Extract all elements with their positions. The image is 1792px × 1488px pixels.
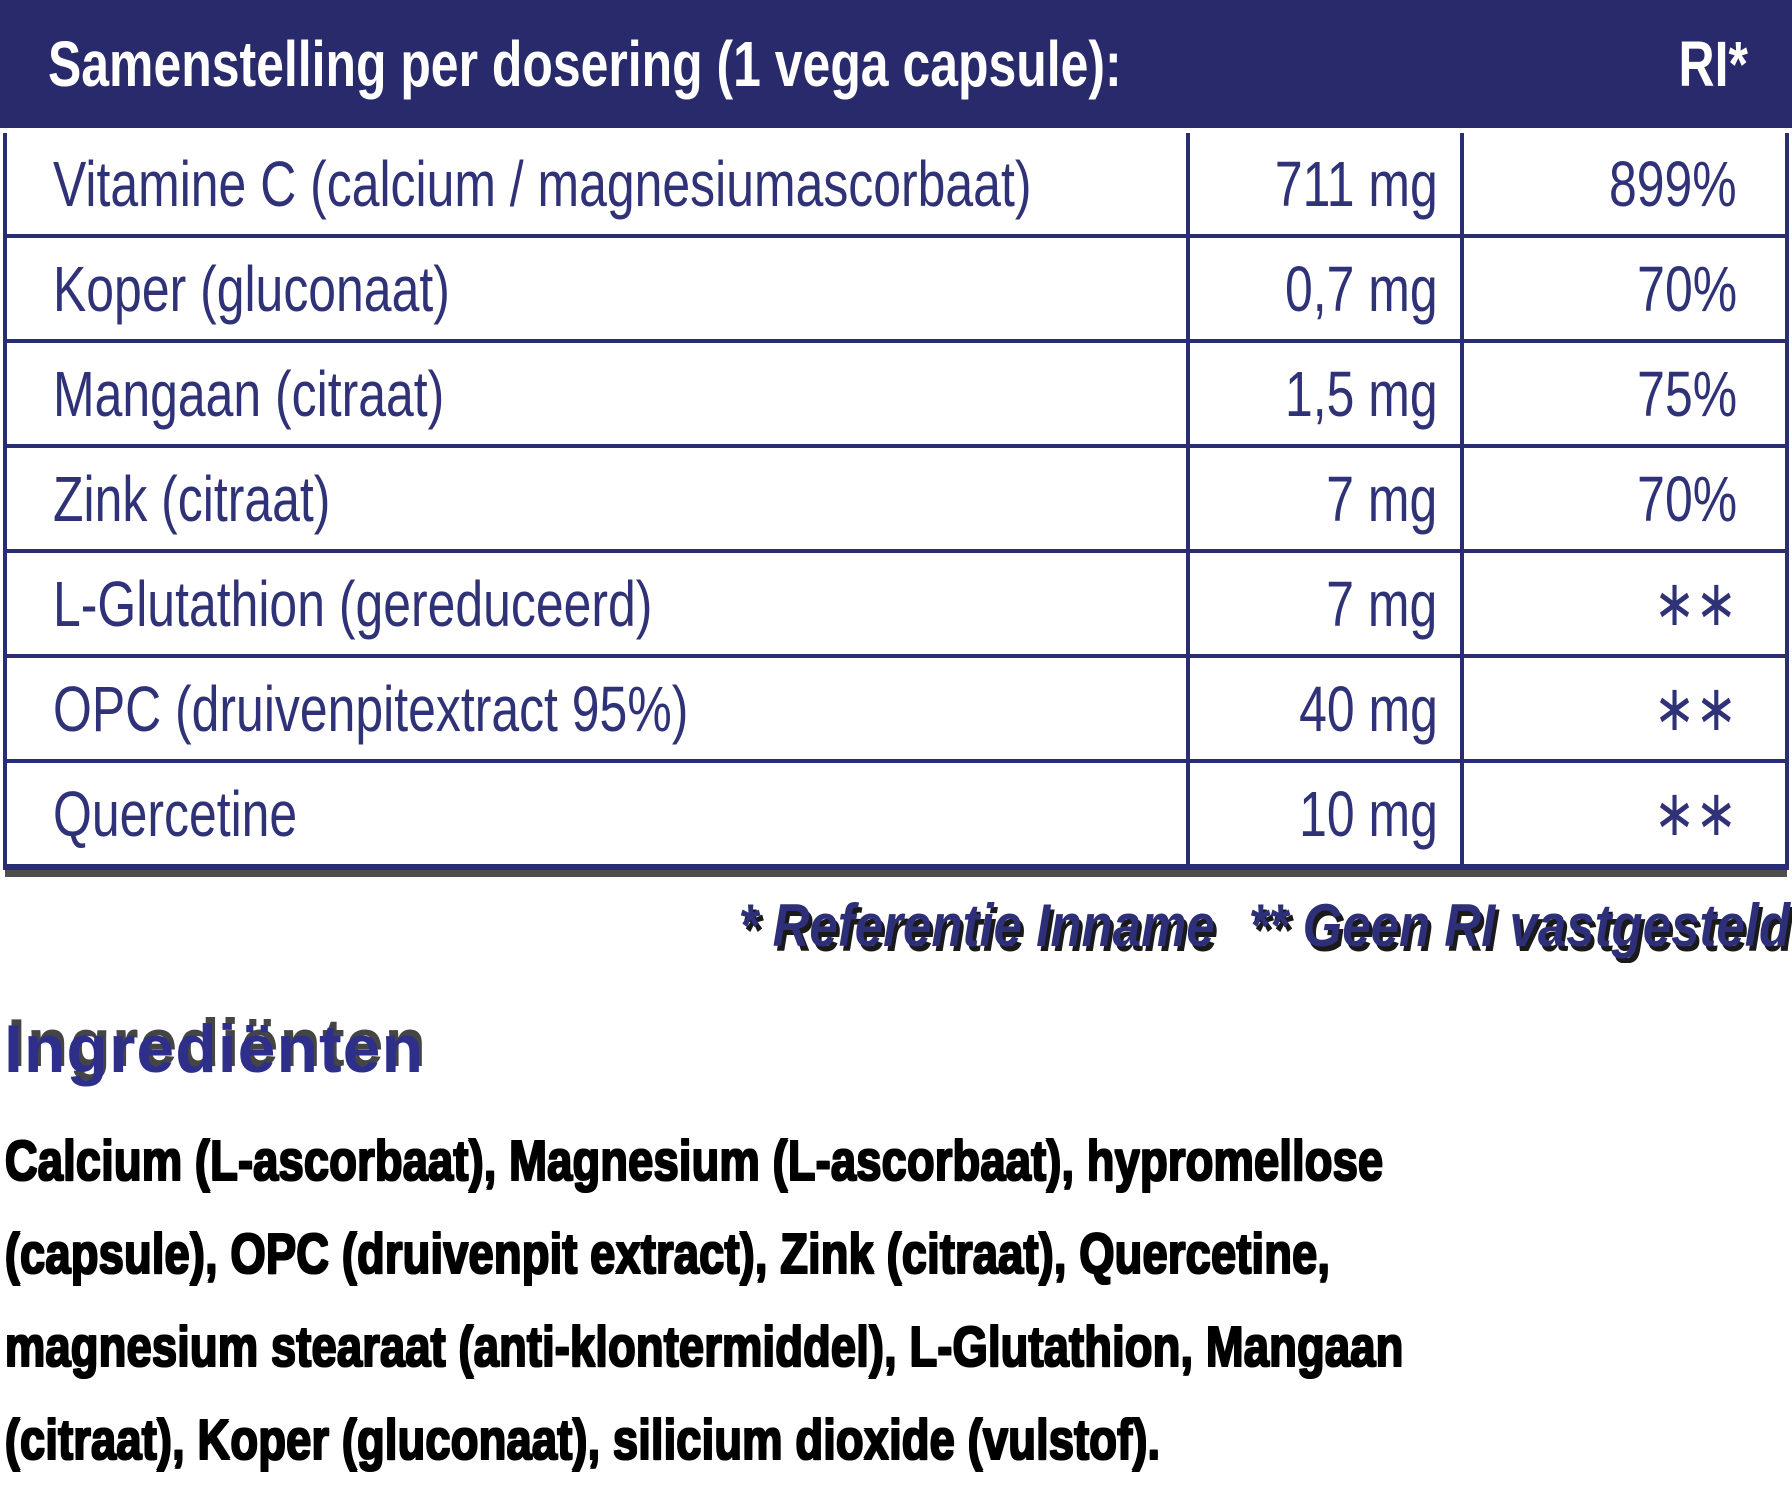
composition-table: Vitamine C (calcium / magnesiumascorbaat… xyxy=(3,133,1789,870)
footnote-reference-intake: * Referentie Inname xyxy=(738,892,1215,959)
footnote-no-ri: ** Geen RI vastgesteld xyxy=(1248,892,1790,959)
ingredient-ri: 70% xyxy=(1637,462,1737,535)
table-row: Zink (citraat) 7 mg 70% xyxy=(7,444,1785,549)
ingredient-name: Mangaan (citraat) xyxy=(53,357,445,430)
ingredient-amount: 1,5 mg xyxy=(1284,357,1438,430)
ingredient-amount: 40 mg xyxy=(1298,672,1438,745)
ingredients-line: magnesium stearaat (anti-klontermiddel),… xyxy=(4,1314,1403,1378)
ingredients-line: Calcium (L-ascorbaat), Magnesium (L-asco… xyxy=(4,1128,1383,1192)
ingredient-amount: 0,7 mg xyxy=(1284,252,1438,325)
ingredient-name: L-Glutathion (gereduceerd) xyxy=(53,567,653,640)
ingredient-ri: 75% xyxy=(1637,357,1737,430)
ingredients-paragraph: Calcium (L-ascorbaat), Magnesium (L-asco… xyxy=(4,1114,1792,1486)
ingredient-ri: ∗∗ xyxy=(1653,672,1737,744)
ingredient-ri: ∗∗ xyxy=(1653,777,1737,849)
footnotes: * Referentie Inname ** Geen RI vastgestel… xyxy=(0,894,1792,958)
ingredient-amount: 711 mg xyxy=(1274,147,1438,220)
ingredient-ri: 899% xyxy=(1609,147,1737,220)
table-row: OPC (druivenpitextract 95%) 40 mg ∗∗ xyxy=(7,654,1785,759)
ingredient-name: Zink (citraat) xyxy=(53,462,331,535)
ingredients-heading: Ingrediënten xyxy=(4,1011,425,1087)
table-row: Koper (gluconaat) 0,7 mg 70% xyxy=(7,234,1785,339)
table-title: Samenstelling per dosering (1 vega capsu… xyxy=(48,28,1122,100)
ingredient-name: OPC (druivenpitextract 95%) xyxy=(53,672,689,745)
ri-column-header: RI* xyxy=(1678,28,1748,100)
ingredient-ri: ∗∗ xyxy=(1653,567,1737,639)
ingredient-amount: 7 mg xyxy=(1326,567,1438,640)
ingredient-name: Quercetine xyxy=(53,777,298,850)
ingredient-name: Koper (gluconaat) xyxy=(53,252,450,325)
table-row: Quercetine 10 mg ∗∗ xyxy=(7,759,1785,864)
ingredient-amount: 10 mg xyxy=(1298,777,1438,850)
ingredient-name: Vitamine C (calcium / magnesiumascorbaat… xyxy=(53,147,1032,220)
ingredient-ri: 70% xyxy=(1637,252,1737,325)
ingredient-amount: 7 mg xyxy=(1326,462,1438,535)
table-row: Mangaan (citraat) 1,5 mg 75% xyxy=(7,339,1785,444)
ingredients-line: (capsule), OPC (druivenpit extract), Zin… xyxy=(4,1221,1330,1285)
table-row: Vitamine C (calcium / magnesiumascorbaat… xyxy=(7,133,1785,234)
table-row: L-Glutathion (gereduceerd) 7 mg ∗∗ xyxy=(7,549,1785,654)
composition-table-header: Samenstelling per dosering (1 vega capsu… xyxy=(0,0,1792,128)
ingredients-line: (citraat), Koper (gluconaat), silicium d… xyxy=(4,1407,1160,1471)
